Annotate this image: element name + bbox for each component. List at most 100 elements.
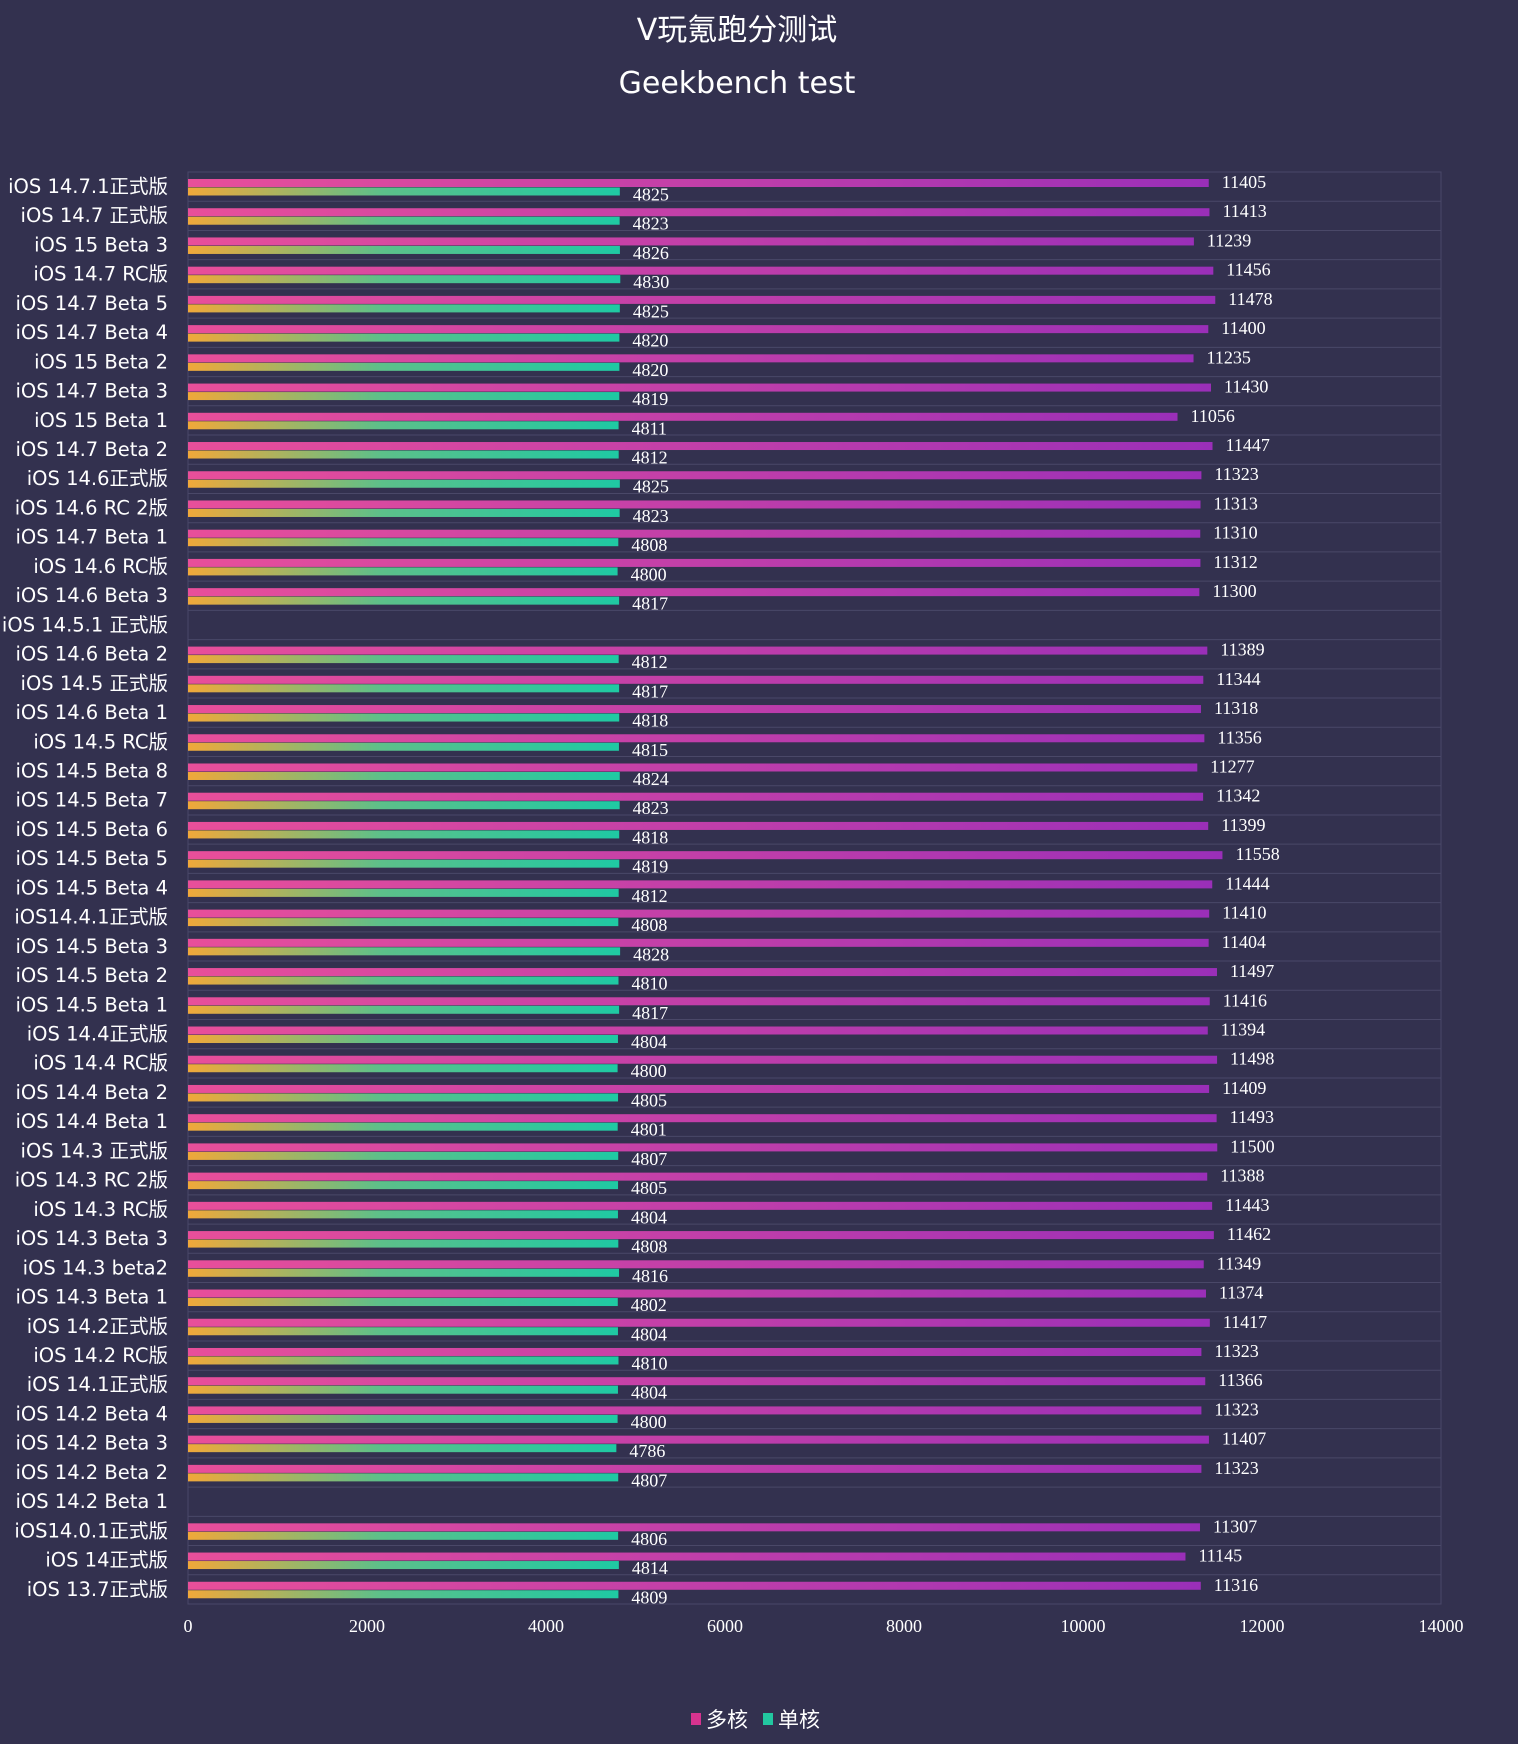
- category-label: iOS 14.4 Beta 1: [15, 1110, 168, 1133]
- bar-multi-core: [188, 500, 1201, 509]
- x-tick-label: 6000: [707, 1616, 743, 1636]
- category-label: iOS 14.2 Beta 1: [15, 1490, 168, 1513]
- category-label: iOS 14.2 Beta 2: [15, 1461, 168, 1484]
- data-label-multi-core: 11493: [1230, 1107, 1274, 1127]
- category-label: iOS 14.5 Beta 5: [15, 847, 168, 870]
- bar-single-core: [188, 1473, 619, 1482]
- data-label-single-core: 4808: [631, 1237, 667, 1257]
- bar-multi-core: [188, 529, 1201, 538]
- data-label-multi-core: 11323: [1214, 1458, 1258, 1478]
- data-label-multi-core: 11389: [1220, 640, 1264, 660]
- data-label-single-core: 4812: [632, 886, 668, 906]
- bar-multi-core: [188, 821, 1209, 830]
- bar-multi-core: [188, 1143, 1218, 1152]
- category-label: iOS 14.5 Beta 6: [15, 818, 168, 841]
- category-label: iOS 14.7 RC版: [33, 263, 168, 286]
- bar-multi-core: [188, 412, 1178, 421]
- data-label-single-core: 4804: [631, 1032, 667, 1052]
- data-label-single-core: 4808: [631, 535, 667, 555]
- x-tick-label: 8000: [886, 1616, 922, 1636]
- bar-multi-core: [188, 295, 1216, 304]
- bar-single-core: [188, 888, 619, 897]
- bar-multi-core: [188, 938, 1209, 947]
- category-label: iOS 14.5 Beta 2: [15, 964, 168, 987]
- data-label-single-core: 4818: [632, 827, 668, 847]
- data-label-single-core: 4817: [632, 681, 668, 701]
- category-label: iOS 14.7 Beta 3: [15, 380, 168, 403]
- data-label-multi-core: 11444: [1225, 873, 1269, 893]
- data-label-single-core: 4819: [632, 857, 668, 877]
- bar-multi-core: [188, 237, 1194, 246]
- bar-single-core: [188, 567, 618, 576]
- legend-label-multi: 多核: [706, 1708, 748, 1732]
- data-label-single-core: 4823: [633, 798, 669, 818]
- bar-single-core: [188, 1268, 620, 1277]
- bar-single-core: [188, 655, 619, 664]
- data-label-single-core: 4807: [631, 1470, 667, 1490]
- category-label: iOS 14.1正式版: [27, 1373, 168, 1396]
- data-label-single-core: 4825: [633, 301, 669, 321]
- data-label-multi-core: 11323: [1214, 1399, 1258, 1419]
- x-tick-label: 0: [184, 1616, 193, 1636]
- data-label-multi-core: 11318: [1214, 698, 1258, 718]
- data-label-single-core: 4805: [631, 1090, 667, 1110]
- bar-multi-core: [188, 471, 1202, 480]
- bar-multi-core: [188, 1172, 1208, 1181]
- bar-multi-core: [188, 1231, 1214, 1240]
- data-label-multi-core: 11316: [1214, 1575, 1258, 1595]
- bar-multi-core: [188, 325, 1209, 334]
- category-label: iOS 14.7 Beta 1: [15, 526, 168, 549]
- data-label-multi-core: 11404: [1222, 932, 1266, 952]
- category-label: iOS 15 Beta 2: [34, 350, 168, 373]
- bar-single-core: [188, 1181, 619, 1190]
- bar-single-core: [188, 1590, 619, 1599]
- bar-single-core: [188, 947, 621, 956]
- bar-single-core: [188, 1239, 619, 1248]
- category-label: iOS 14.5 正式版: [21, 672, 168, 695]
- data-label-single-core: 4820: [632, 360, 668, 380]
- data-label-multi-core: 11374: [1219, 1283, 1263, 1303]
- category-label: iOS 14.5 Beta 1: [15, 993, 168, 1016]
- bar-multi-core: [188, 1114, 1217, 1123]
- data-label-multi-core: 11400: [1221, 318, 1265, 338]
- category-label: iOS 14.7 Beta 4: [15, 321, 168, 344]
- x-tick-label: 12000: [1240, 1616, 1285, 1636]
- bar-single-core: [188, 801, 620, 810]
- data-label-single-core: 4804: [631, 1383, 667, 1403]
- bar-multi-core: [188, 354, 1194, 363]
- category-label: iOS 14.6 Beta 3: [15, 584, 168, 607]
- data-label-multi-core: 11500: [1230, 1136, 1274, 1156]
- data-label-multi-core: 11399: [1221, 815, 1265, 835]
- bar-single-core: [188, 830, 620, 839]
- bar-single-core: [188, 1298, 618, 1307]
- data-label-single-core: 4824: [633, 769, 669, 789]
- category-label: iOS 14.3 RC 2版: [15, 1169, 168, 1192]
- category-label: iOS 14.5 RC版: [33, 730, 168, 753]
- data-label-single-core: 4805: [631, 1178, 667, 1198]
- data-label-single-core: 4810: [631, 1353, 667, 1373]
- bar-multi-core: [188, 1026, 1208, 1035]
- data-label-single-core: 4804: [631, 1324, 667, 1344]
- legend-swatch-multi: [691, 1713, 701, 1725]
- bar-multi-core: [188, 705, 1201, 714]
- data-label-multi-core: 11349: [1217, 1253, 1261, 1273]
- data-label-multi-core: 11413: [1222, 201, 1266, 221]
- data-label-single-core: 4823: [633, 214, 669, 234]
- category-label: iOS 14.7 Beta 2: [15, 438, 168, 461]
- bar-multi-core: [188, 880, 1213, 889]
- bar-multi-core: [188, 1552, 1186, 1561]
- bar-multi-core: [188, 734, 1205, 743]
- bar-single-core: [188, 538, 619, 547]
- data-label-single-core: 4807: [631, 1149, 667, 1169]
- bar-single-core: [188, 1561, 619, 1570]
- data-label-multi-core: 11430: [1224, 377, 1268, 397]
- bar-multi-core: [188, 1523, 1200, 1532]
- bar-single-core: [188, 1356, 619, 1365]
- data-label-single-core: 4816: [632, 1266, 668, 1286]
- data-label-single-core: 4811: [632, 418, 667, 438]
- data-label-single-core: 4828: [633, 944, 669, 964]
- bar-multi-core: [188, 1347, 1202, 1356]
- category-label: iOS 14.5 Beta 4: [15, 876, 168, 899]
- data-label-single-core: 4823: [633, 506, 669, 526]
